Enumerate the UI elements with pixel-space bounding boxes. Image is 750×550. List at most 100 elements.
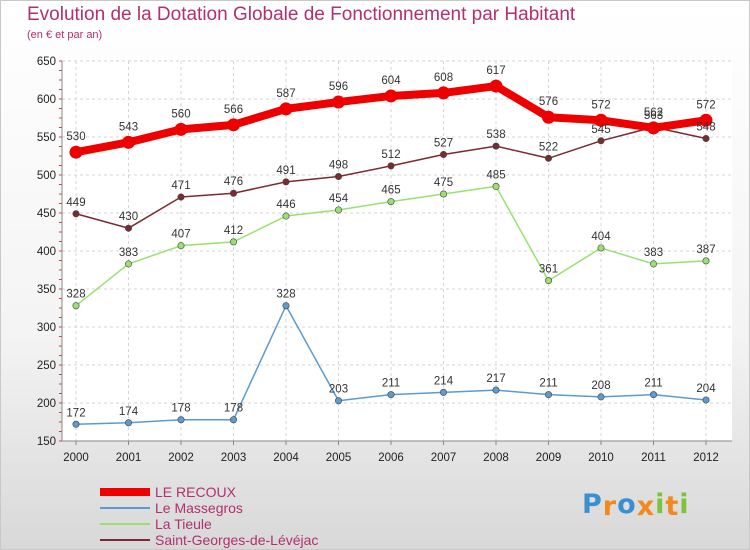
data-point-saint-georges-de-l-v-jac	[334, 173, 342, 181]
data-point-saint-georges-de-l-v-jac	[387, 162, 395, 170]
data-label-le-massegros: 208	[591, 380, 610, 392]
data-label-le-recoux: 566	[224, 104, 243, 116]
data-label-le-massegros: 211	[539, 378, 557, 390]
y-tick-label: 500	[37, 170, 56, 182]
x-tick-label: 2012	[693, 452, 719, 464]
data-label-le-recoux: 572	[591, 99, 610, 111]
data-label-le-recoux: 604	[381, 75, 401, 87]
data-point-saint-georges-de-l-v-jac	[230, 189, 238, 197]
data-label-la-tieule: 387	[696, 244, 715, 256]
y-tick-label: 450	[37, 208, 56, 220]
data-point-saint-georges-de-l-v-jac	[125, 224, 133, 232]
x-tick-label: 2010	[588, 452, 614, 464]
data-point-le-recoux	[489, 79, 503, 93]
data-point-le-massegros	[230, 416, 238, 424]
data-point-le-recoux	[647, 121, 660, 135]
x-tick-label: 2004	[273, 452, 299, 464]
data-label-la-tieule: 404	[591, 231, 611, 243]
data-point-le-massegros	[177, 416, 185, 424]
data-label-saint-georges-de-l-v-jac: 476	[224, 176, 243, 188]
data-label-saint-georges-de-l-v-jac: 498	[329, 160, 348, 172]
data-point-le-recoux	[279, 102, 293, 116]
data-point-la-tieule	[387, 198, 395, 206]
data-point-saint-georges-de-l-v-jac	[282, 178, 290, 186]
data-point-le-massegros	[544, 391, 552, 399]
data-point-la-tieule	[334, 206, 342, 214]
y-tick-label: 200	[37, 398, 56, 410]
data-label-la-tieule: 446	[276, 199, 295, 211]
data-label-la-tieule: 454	[329, 193, 349, 205]
data-label-le-massegros: 217	[486, 373, 505, 385]
data-label-le-massegros: 174	[119, 406, 139, 418]
y-tick-label: 150	[37, 436, 56, 448]
data-point-saint-georges-de-l-v-jac	[597, 137, 605, 145]
y-tick-label: 400	[37, 246, 56, 258]
data-label-le-recoux: 560	[171, 108, 190, 120]
data-label-saint-georges-de-l-v-jac: 563	[644, 110, 663, 122]
data-label-le-recoux: 608	[434, 72, 453, 84]
data-point-saint-georges-de-l-v-jac	[177, 193, 185, 201]
x-tick-label: 2001	[116, 452, 142, 464]
x-tick-label: 2009	[536, 452, 562, 464]
x-tick-label: 2000	[63, 452, 89, 464]
data-label-le-recoux: 572	[696, 99, 715, 111]
logo-letter: x	[636, 491, 656, 522]
proxiti-logo: Proxiti	[582, 489, 690, 522]
data-point-saint-georges-de-l-v-jac	[439, 150, 447, 158]
data-point-le-massegros	[334, 397, 342, 405]
data-label-le-massegros: 172	[66, 407, 85, 419]
data-label-la-tieule: 407	[171, 229, 190, 241]
data-point-le-massegros	[72, 420, 80, 428]
data-point-la-tieule	[230, 238, 238, 246]
data-point-le-recoux	[69, 145, 83, 159]
x-tick-label: 2003	[221, 452, 247, 464]
data-label-la-tieule: 412	[224, 225, 243, 237]
data-point-la-tieule	[282, 212, 290, 220]
legend-swatch	[100, 488, 150, 496]
y-tick-label: 250	[37, 360, 56, 372]
data-label-saint-georges-de-l-v-jac: 491	[276, 165, 295, 177]
data-label-le-recoux: 587	[276, 88, 295, 100]
data-point-le-massegros	[439, 388, 447, 396]
legend-label: Saint-Georges-de-Lévéjac	[155, 532, 319, 548]
y-tick-label: 350	[37, 284, 56, 296]
data-point-saint-georges-de-l-v-jac	[544, 154, 552, 162]
data-point-saint-georges-de-l-v-jac	[72, 210, 80, 218]
data-label-la-tieule: 383	[644, 247, 663, 259]
data-point-le-massegros	[649, 391, 657, 399]
data-label-la-tieule: 475	[434, 177, 453, 189]
logo-letter: i	[679, 489, 690, 520]
x-tick-label: 2006	[378, 452, 404, 464]
data-point-la-tieule	[544, 277, 552, 285]
logo-letter: t	[665, 491, 680, 522]
data-point-le-recoux	[384, 89, 398, 103]
data-point-le-recoux	[699, 113, 713, 127]
logo-letter: o	[617, 489, 637, 520]
data-label-le-recoux: 576	[539, 96, 558, 108]
data-label-le-massegros: 328	[276, 289, 295, 301]
data-label-le-massegros: 204	[696, 383, 716, 395]
legend-swatch	[100, 523, 150, 525]
data-point-la-tieule	[177, 242, 185, 250]
data-label-le-recoux: 596	[329, 81, 348, 93]
data-point-le-massegros	[125, 419, 133, 427]
data-label-saint-georges-de-l-v-jac: 527	[434, 137, 453, 149]
data-point-la-tieule	[72, 302, 80, 310]
data-label-saint-georges-de-l-v-jac: 545	[591, 124, 610, 136]
data-point-la-tieule	[649, 260, 657, 268]
y-tick-label: 650	[37, 56, 56, 68]
logo-letter: P	[582, 489, 603, 520]
legend-label: La Tieule	[155, 516, 212, 532]
data-label-le-massegros: 211	[382, 378, 400, 390]
data-point-la-tieule	[597, 244, 605, 252]
y-tick-label: 550	[37, 132, 56, 144]
data-label-la-tieule: 465	[381, 185, 400, 197]
data-label-le-massegros: 211	[644, 378, 662, 390]
data-label-le-massegros: 203	[329, 384, 348, 396]
data-label-le-recoux: 543	[119, 121, 138, 133]
legend-swatch	[100, 539, 150, 541]
data-point-saint-georges-de-l-v-jac	[492, 142, 500, 150]
x-tick-label: 2002	[168, 452, 194, 464]
data-point-le-recoux	[332, 95, 345, 109]
